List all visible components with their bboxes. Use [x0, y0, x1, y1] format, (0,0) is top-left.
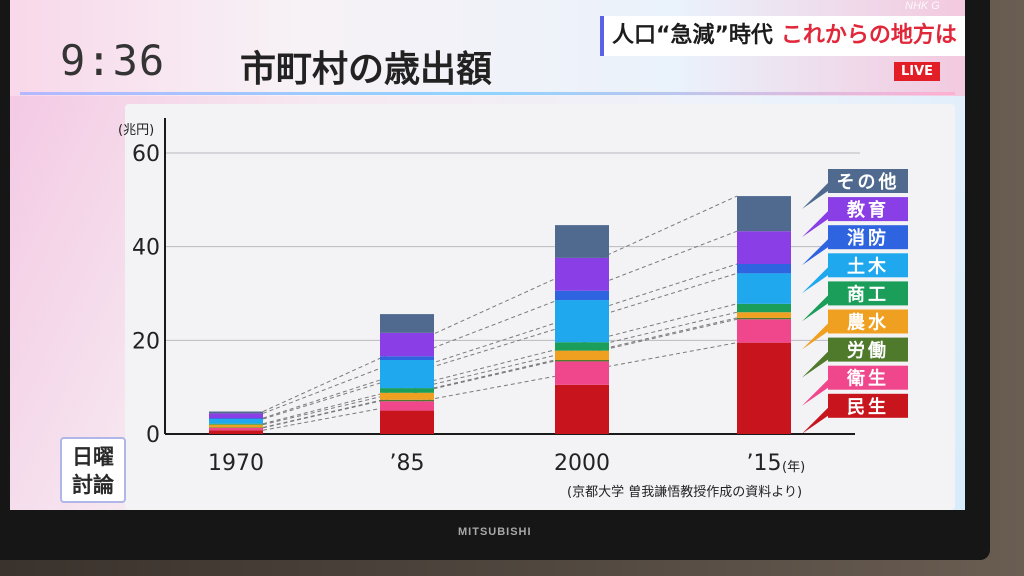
- bar-segment: [380, 392, 434, 400]
- connector-line: [262, 303, 738, 425]
- bar-segment: [209, 413, 263, 419]
- tv-screen: 9:36 市町村の歳出額 人口“急減”時代 これからの地方は LIVE NHK G…: [10, 0, 965, 510]
- legend-label: その他: [837, 171, 900, 193]
- program-badge-line1: 日曜: [72, 445, 114, 469]
- legend-label: 農水: [847, 312, 889, 334]
- bar-segment: [380, 360, 434, 389]
- legend-label: 民生: [847, 396, 889, 418]
- x-tick-label: ’85: [390, 451, 425, 476]
- legend-pointer: [802, 239, 828, 266]
- bar-segment: [737, 317, 791, 320]
- bar-segment: [555, 257, 609, 291]
- bar-segment: [555, 350, 609, 361]
- legend-box: [828, 197, 908, 222]
- legend-box: [828, 253, 908, 278]
- legend-label: 消防: [847, 227, 889, 249]
- legend-box: [828, 281, 908, 306]
- y-tick-label: 40: [132, 236, 160, 261]
- y-tick-label: 60: [132, 142, 160, 167]
- bar-segment: [380, 399, 434, 402]
- x-tick-label: 1970: [208, 451, 264, 476]
- bar-segment: [380, 410, 434, 434]
- connector-line: [262, 230, 738, 414]
- bar-segment: [555, 300, 609, 343]
- x-tick-label: 2000: [554, 451, 610, 476]
- connector-line: [262, 263, 738, 419]
- legend-pointer: [802, 379, 828, 406]
- headline-sub: これからの地方は: [780, 23, 957, 48]
- legend-label: 教育: [847, 199, 889, 221]
- legend-box: [828, 337, 908, 362]
- bar-segment: [737, 196, 791, 232]
- bar-segment: [555, 342, 609, 351]
- bar-segment: [209, 419, 263, 424]
- bar-segment: [737, 312, 791, 318]
- bar-segment: [737, 342, 791, 434]
- connector-line: [262, 318, 738, 429]
- bar-segment: [380, 314, 434, 333]
- bar-segment: [380, 356, 434, 361]
- headline-main: 人口“急減”時代: [612, 23, 773, 48]
- program-badge-line2: 討論: [72, 473, 114, 497]
- legend-pointer: [802, 407, 828, 434]
- page-title: 市町村の歳出額: [240, 49, 493, 90]
- bar-segment: [209, 418, 263, 420]
- bar-segment: [555, 360, 609, 362]
- bar-segment: [555, 225, 609, 258]
- tv-brand-logo: MITSUBISHI: [458, 526, 532, 538]
- bar-segment: [209, 423, 263, 425]
- legend-pointer: [802, 211, 828, 238]
- bar-segment: [380, 388, 434, 393]
- connector-line: [262, 272, 738, 420]
- bar-segment: [737, 263, 791, 274]
- bar-segment: [555, 361, 609, 385]
- bar-segment: [209, 424, 263, 428]
- bar-segment: [737, 231, 791, 264]
- connector-line: [262, 317, 738, 428]
- legend-pointer: [802, 351, 828, 378]
- bar-segment: [555, 384, 609, 434]
- legend-box: [828, 169, 908, 193]
- y-tick-label: 0: [146, 423, 160, 448]
- bar-segment: [380, 332, 434, 357]
- x-unit-label: (年): [782, 460, 805, 475]
- legend-label: 商工: [847, 283, 889, 305]
- headline-banner: 人口“急減”時代 これからの地方は: [600, 16, 965, 56]
- connector-line: [262, 195, 738, 412]
- live-badge: LIVE: [894, 62, 940, 81]
- legend-pointer: [802, 183, 828, 209]
- legend-box: [828, 365, 908, 390]
- legend-pointer: [802, 323, 828, 350]
- bar-segment: [209, 411, 263, 414]
- legend-pointer: [802, 267, 828, 294]
- header-divider: [20, 92, 955, 95]
- bar-segment: [209, 427, 263, 431]
- connector-line: [262, 311, 738, 426]
- channel-logo: NHK G: [905, 0, 940, 12]
- x-tick-label: ’15: [747, 451, 782, 476]
- clock: 9:36: [60, 36, 166, 85]
- bar-segment: [737, 319, 791, 343]
- y-unit-label: (兆円): [118, 123, 154, 138]
- bar-segment: [737, 273, 791, 304]
- bar-segment: [209, 430, 263, 434]
- legend-pointer: [802, 295, 828, 322]
- legend-box: [828, 225, 908, 250]
- legend-box: [828, 309, 908, 334]
- bar-segment: [737, 303, 791, 313]
- y-tick-label: 20: [132, 329, 160, 354]
- bar-segment: [555, 290, 609, 301]
- legend-label: 労働: [847, 340, 889, 362]
- legend-label: 衛生: [846, 368, 889, 390]
- program-badge: 日曜 討論: [60, 437, 126, 503]
- source-note: (京都大学 曽我謙悟教授作成の資料より): [567, 484, 802, 500]
- bar-segment: [380, 401, 434, 411]
- connector-line: [262, 342, 738, 431]
- legend-box: [828, 393, 908, 418]
- legend-label: 土木: [847, 255, 889, 277]
